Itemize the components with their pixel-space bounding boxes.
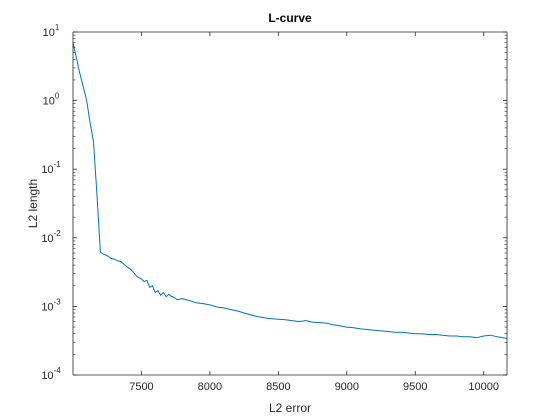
- x-ticks: 7500 8000 8500 9000 9500 10000: [129, 32, 499, 393]
- x-tick-label: 10000: [468, 381, 499, 393]
- series-group: [72, 42, 508, 339]
- x-tick-label: 9000: [335, 381, 359, 393]
- y-tick-label: 10-3: [41, 297, 61, 313]
- axes-box: [72, 31, 508, 376]
- x-tick-label: 8000: [198, 381, 222, 393]
- x-tick-label: 7500: [129, 381, 153, 393]
- chart-title: L-curve: [268, 11, 312, 25]
- y-tick-label: 10-4: [41, 366, 61, 382]
- y-ticks: 101 100 10-1 10-2 10-3 10-4: [41, 23, 507, 382]
- plot-area: [73, 32, 507, 375]
- x-axis-label: L2 error: [269, 401, 311, 415]
- x-tick-label: 8500: [266, 381, 290, 393]
- x-tick-label: 9500: [403, 381, 427, 393]
- y-axis-label: L2 length: [26, 179, 40, 228]
- y-tick-label: 100: [43, 92, 60, 108]
- y-tick-label: 10-2: [41, 229, 61, 245]
- series-line: [72, 42, 508, 339]
- y-tick-label: 101: [43, 23, 60, 39]
- y-tick-label: 10-1: [41, 160, 61, 176]
